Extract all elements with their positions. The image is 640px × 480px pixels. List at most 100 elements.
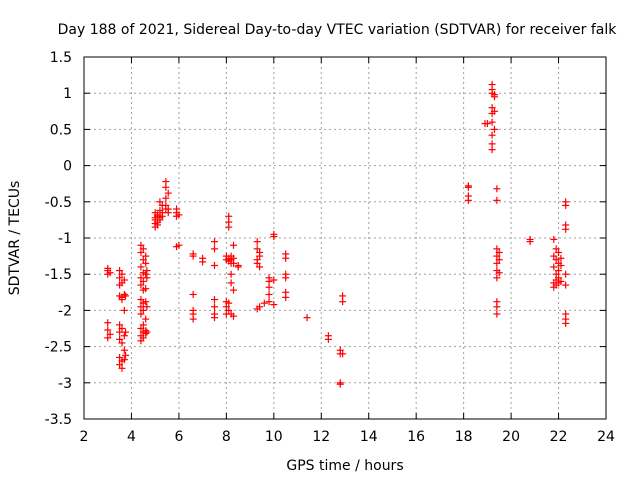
data-point [227,270,235,278]
data-point [493,196,501,204]
data-point [142,330,150,338]
x-tick-label: 2 [80,429,89,445]
data-point [495,248,503,256]
data-point [488,131,496,139]
data-point [116,361,124,369]
data-point [137,303,145,311]
data-point [303,314,311,322]
data-point [156,198,164,206]
data-point [142,259,150,267]
x-tick-label: 24 [597,429,615,445]
data-point [339,298,347,306]
x-tick-label: 16 [407,429,425,445]
data-point [116,267,124,275]
data-point [265,290,273,298]
data-point [104,264,112,272]
data-point [253,259,261,267]
data-point [211,245,218,253]
data-point [137,325,145,332]
data-point [339,350,347,358]
data-point [137,281,145,289]
data-point [143,303,151,311]
x-tick-label: 10 [265,429,283,445]
data-point [336,380,344,388]
data-point [490,125,498,133]
data-point [526,238,534,246]
data-point [154,221,162,229]
data-point [162,183,170,191]
x-tick-label: 12 [312,429,330,445]
data-point [137,241,145,249]
x-tick-label: 6 [174,429,183,445]
data-point [211,296,218,304]
data-point [120,306,128,314]
data-point [104,334,112,342]
y-tick-label: -3 [58,376,72,392]
data-point [488,118,496,126]
data-point [175,211,183,219]
y-tick-label: -2 [58,303,72,319]
data-point [143,328,151,336]
data-point [142,298,150,306]
y-tick-label: -1.5 [45,267,72,283]
data-point [137,296,145,304]
y-tick-label: 1 [63,86,72,102]
x-axis-label: GPS time / hours [286,458,403,474]
data-point [282,293,290,301]
data-point [122,292,130,300]
x-tick-label: 22 [550,429,568,445]
data-point [493,274,501,282]
data-point [256,303,264,311]
data-point [270,301,278,309]
data-point [139,277,147,285]
y-tick-label: 1.5 [50,50,72,66]
y-tick-label: -1 [58,231,72,247]
data-point [229,312,237,320]
data-point [464,183,472,191]
data-point [189,315,197,323]
y-axis-label: SDTVAR / TECUs [7,181,23,296]
data-point [562,201,570,209]
grid [84,57,606,419]
data-point [116,274,124,282]
data-point [199,258,207,266]
y-tick-label: 0 [63,159,72,175]
data-point [189,290,197,298]
data-point [493,310,501,318]
x-tick-label: 20 [502,429,520,445]
data-point [189,252,197,260]
data-point [324,332,332,340]
data-point [137,274,145,282]
data-point [490,93,498,101]
data-point [225,299,233,307]
data-point [118,339,126,347]
data-point [118,270,126,278]
data-point [495,269,503,277]
y-tick-label: -0.5 [45,195,72,211]
data-point [229,286,237,294]
data-point [158,212,166,220]
data-point [270,276,278,284]
data-point [253,238,261,246]
data-points [104,81,570,388]
data-point [142,315,150,323]
data-point [164,189,172,197]
data-point [118,296,126,304]
data-point [282,274,290,282]
data-point [139,321,147,329]
x-axis-ticks: 2 4 6 8 10 12 14 16 18 20 22 24 [80,57,615,445]
data-point [557,262,565,270]
data-point [555,267,563,275]
data-point [493,259,501,267]
data-point [265,298,273,306]
data-point [493,303,501,311]
data-point [137,248,145,256]
data-point [139,334,147,342]
data-point [552,256,560,264]
data-point [270,233,278,241]
data-point [162,194,170,202]
data-point [265,283,273,291]
data-point [139,245,147,253]
data-point [229,241,237,249]
